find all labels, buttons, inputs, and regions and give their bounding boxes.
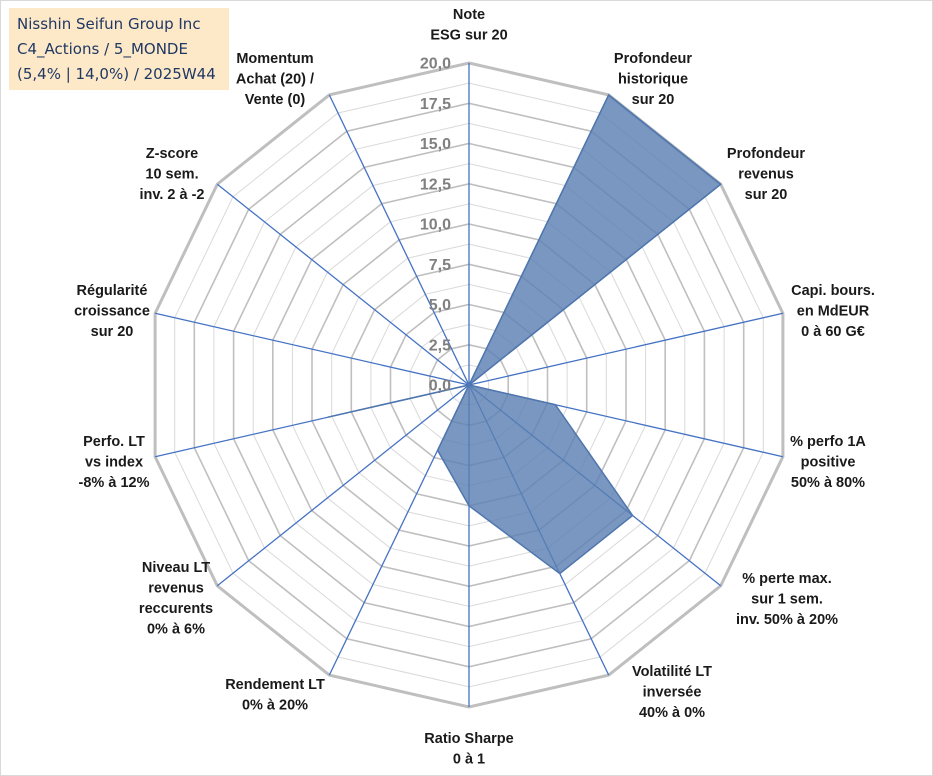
- axis-spoke: [216, 384, 470, 587]
- axis-label: % perfo 1A positive 50% à 80%: [790, 434, 866, 491]
- data-point: [468, 384, 470, 386]
- data-point: [608, 94, 610, 96]
- data-point: [720, 183, 722, 185]
- axis-label: Volatilité LT inversée 40% à 0%: [632, 664, 712, 721]
- title-line-period: (5,4% | 14,0%) / 2025W44: [17, 65, 216, 83]
- tick-label: 5,0: [429, 297, 451, 314]
- axis-label: Momentum Achat (20) / Vente (0): [236, 51, 314, 108]
- tick-label: 7,5: [429, 257, 451, 274]
- radar-axis-labels: Note ESG sur 20 Profondeur historique sur 20…: [74, 7, 875, 768]
- tick-label: 0,0: [429, 378, 451, 395]
- axis-label: Profondeur historique sur 20: [614, 51, 692, 108]
- axis-label: Rendement LT 0% à 20%: [225, 677, 325, 714]
- axis-label: Ratio Sharpe 0 à 1: [424, 731, 513, 768]
- data-point: [468, 505, 470, 507]
- axis-label: Régularité croissance sur 20: [74, 283, 150, 340]
- series-area: [327, 93, 722, 575]
- axis-label: Note ESG sur 20: [430, 7, 507, 44]
- axis-label: Niveau LT revenus reccurents 0% à 6%: [139, 560, 213, 638]
- axis-label: % perte max. sur 1 sem. inv. 50% à 20%: [736, 571, 838, 628]
- tick-label: 10,0: [420, 217, 451, 234]
- axis-spoke: [328, 94, 470, 386]
- data-point: [554, 404, 556, 406]
- axis-spoke: [216, 183, 470, 386]
- axis-label: Profondeur revenus sur 20: [727, 146, 805, 203]
- axis-label: Z-score 10 sem. inv. 2 à -2: [139, 146, 204, 203]
- axis-label: Perfo. LT vs index -8% à 12%: [79, 434, 150, 491]
- axis-spoke: [154, 312, 470, 386]
- data-point: [327, 416, 329, 418]
- tick-label: 15,0: [420, 136, 451, 153]
- data-point: [632, 515, 634, 516]
- tick-label: 12,5: [420, 176, 451, 193]
- title-line-company: Nisshin Seifun Group Inc: [17, 15, 201, 33]
- title-line-category: C4_Actions / 5_MONDE: [17, 40, 188, 58]
- data-point: [437, 449, 439, 451]
- tick-label: 17,5: [420, 96, 451, 113]
- chart-title-box: Nisshin Seifun Group Inc C4_Actions / 5_…: [9, 8, 229, 90]
- radar-ticks: 0,0 2,5 5,0 7,5 10,0 12,5 15,0 17,5 20,0: [420, 56, 451, 395]
- tick-label: 2,5: [429, 337, 451, 354]
- data-point: [559, 573, 561, 575]
- axis-label: Capi. bours. en MdEUR 0 à 60 G€: [791, 283, 875, 340]
- tick-label: 20,0: [420, 56, 451, 73]
- radar-series: [327, 93, 722, 575]
- axis-spoke: [468, 312, 784, 386]
